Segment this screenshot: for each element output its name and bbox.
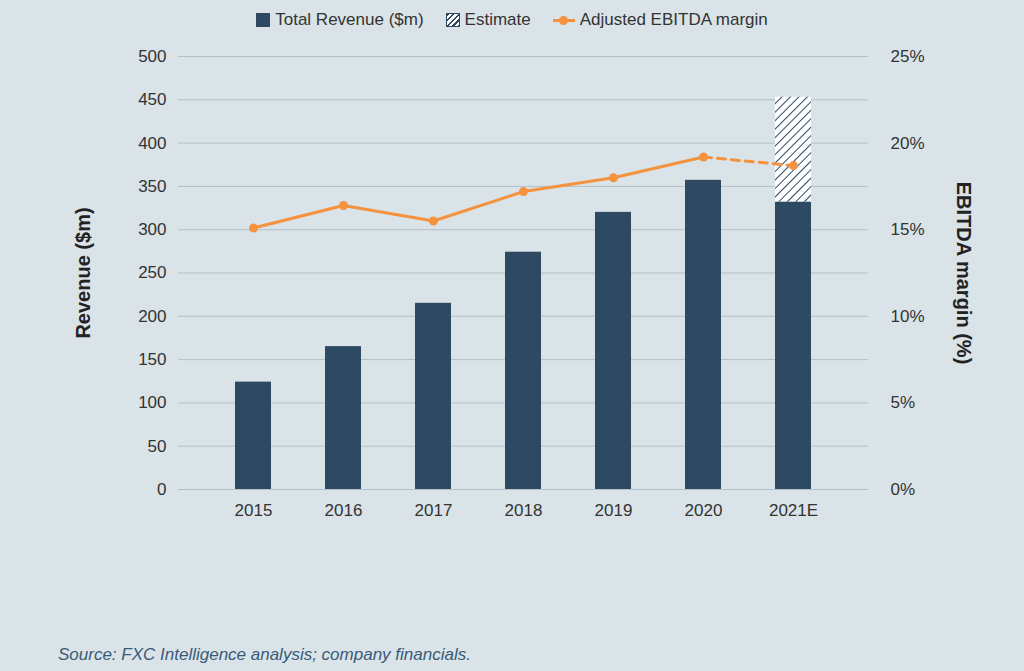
svg-text:500: 500 (138, 47, 166, 66)
svg-text:EBITDA margin (%): EBITDA margin (%) (953, 182, 975, 365)
svg-text:15%: 15% (891, 220, 925, 239)
html-text:Estimate: Estimate (464, 10, 531, 29)
html-text:Total Revenue ($m): Total Revenue ($m) (275, 10, 424, 29)
svg-text:2019: 2019 (595, 501, 633, 520)
html-text:Source: FXC Intelligence analy: Source: FXC Intelligence analysis; compa… (58, 645, 471, 664)
svg-text:5%: 5% (891, 393, 916, 412)
svg-text:2021E: 2021E (769, 501, 818, 520)
svg-text:200: 200 (138, 307, 166, 326)
svg-text:400: 400 (138, 134, 166, 153)
svg-text:10%: 10% (891, 307, 925, 326)
svg-text:2020: 2020 (685, 501, 723, 520)
svg-text:250: 250 (138, 263, 166, 282)
svg-text:20%: 20% (891, 134, 925, 153)
svg-text:2016: 2016 (325, 501, 363, 520)
svg-text:0%: 0% (891, 480, 916, 499)
svg-text:300: 300 (138, 220, 166, 239)
svg-text:Revenue ($m): Revenue ($m) (72, 207, 94, 338)
svg-text:450: 450 (138, 90, 166, 109)
svg-text:2017: 2017 (415, 501, 453, 520)
svg-text:100: 100 (138, 393, 166, 412)
svg-text:25%: 25% (891, 47, 925, 66)
svg-text:0: 0 (157, 480, 166, 499)
svg-text:50: 50 (148, 437, 167, 456)
svg-text:2018: 2018 (505, 501, 543, 520)
svg-text:350: 350 (138, 177, 166, 196)
svg-text:2015: 2015 (235, 501, 273, 520)
html-text:Adjusted EBITDA margin: Adjusted EBITDA margin (579, 10, 768, 29)
svg-text:150: 150 (138, 350, 166, 369)
